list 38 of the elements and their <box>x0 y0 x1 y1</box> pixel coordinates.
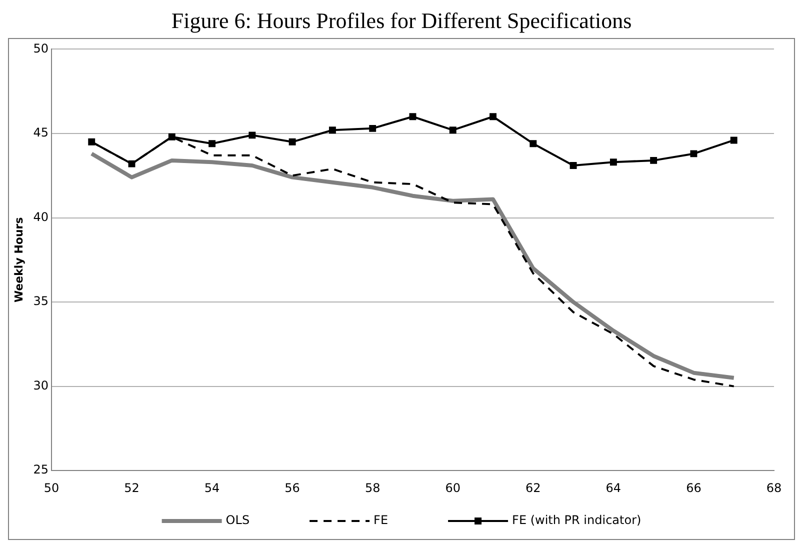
y-tick-label: 40 <box>33 210 48 224</box>
x-tick-label: 58 <box>364 480 380 495</box>
point <box>168 133 176 140</box>
x-tick-label: 68 <box>766 480 782 495</box>
chart-title: Figure 6: Hours Profiles for Different Specifications <box>170 8 633 34</box>
point <box>288 138 296 146</box>
x-tick-label: 66 <box>686 480 702 495</box>
point <box>530 140 537 148</box>
point <box>208 140 216 148</box>
point <box>610 158 617 166</box>
point <box>449 126 456 134</box>
point <box>369 124 376 132</box>
legend-label: FE (with PR indicator) <box>512 513 642 528</box>
y-tick-label: 25 <box>33 462 48 477</box>
x-tick-label: 62 <box>526 480 541 495</box>
x-tick-label: 54 <box>204 480 220 495</box>
point <box>650 156 658 164</box>
point <box>690 150 698 158</box>
point <box>328 126 336 134</box>
y-tick-label: 35 <box>33 294 48 308</box>
x-tick-label: 60 <box>445 480 461 495</box>
point <box>128 160 136 168</box>
point <box>730 136 738 144</box>
x-tick-label: 52 <box>124 480 140 495</box>
y-tick-label: 45 <box>33 126 48 140</box>
y-axis-title: Weekly Hours <box>12 216 26 303</box>
x-tick-label: 64 <box>606 480 622 495</box>
legend-label: OLS <box>226 513 250 528</box>
point <box>409 113 416 120</box>
point <box>570 162 577 169</box>
point <box>248 132 256 139</box>
x-tick-label: 50 <box>44 480 60 495</box>
legend-label: FE <box>374 513 388 528</box>
point <box>490 113 496 120</box>
x-tick-label: 56 <box>284 480 300 495</box>
y-tick-label: 30 <box>33 378 48 392</box>
point <box>88 138 96 146</box>
y-tick-label: 50 <box>33 41 48 56</box>
